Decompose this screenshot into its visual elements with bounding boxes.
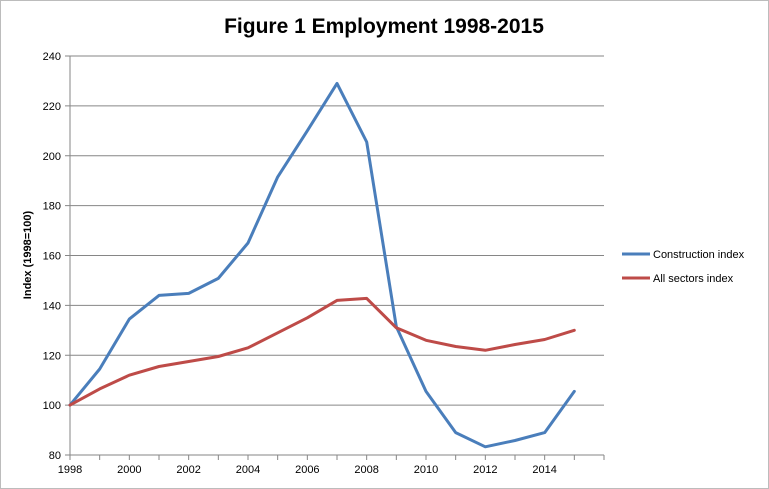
- series-lines: [68, 81, 576, 449]
- chart-title: Figure 1 Employment 1998-2015: [224, 15, 544, 38]
- y-tick-label: 160: [43, 251, 61, 263]
- y-tick-label: 240: [43, 51, 61, 63]
- x-tick-label: 2008: [354, 464, 378, 476]
- series-line-all-sectors: [68, 296, 576, 407]
- x-tick-label: 1998: [58, 464, 82, 476]
- y-tick-label: 200: [43, 151, 61, 163]
- axes: [69, 56, 605, 460]
- y-tick-label: 80: [49, 450, 61, 462]
- series-line-construction: [68, 81, 576, 449]
- legend: Construction index All sectors index: [622, 249, 745, 285]
- y-tick-label: 100: [43, 400, 61, 412]
- x-tick-label: 2010: [414, 464, 438, 476]
- y-axis-label: Index (1998=100): [22, 210, 34, 299]
- legend-label: Construction index: [653, 249, 745, 261]
- x-tick-label: 2004: [236, 464, 260, 476]
- x-tick-label: 2012: [473, 464, 497, 476]
- y-tick-label: 220: [43, 101, 61, 113]
- x-tick-label: 2002: [176, 464, 200, 476]
- x-tick-label: 2006: [295, 464, 319, 476]
- x-tick-labels: 1998 2000 2002 2004 2006 2008 2010 2012 2014: [58, 464, 557, 476]
- x-tick-label: 2000: [117, 464, 141, 476]
- y-tick-label: 140: [43, 300, 61, 312]
- y-tick-label: 120: [43, 350, 61, 362]
- legend-label: All sectors index: [653, 273, 734, 285]
- y-tick-label: 180: [43, 201, 61, 213]
- gridlines: [65, 55, 604, 456]
- y-tick-labels: 80 100 120 140 160 180 200 220 240: [43, 51, 61, 462]
- x-tick-label: 2014: [532, 464, 556, 476]
